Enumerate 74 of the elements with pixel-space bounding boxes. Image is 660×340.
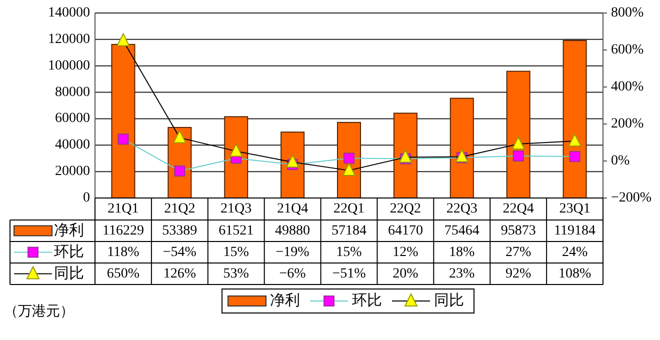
data-label: 18% bbox=[449, 244, 476, 260]
data-label: 108% bbox=[558, 266, 592, 282]
data-label: 53% bbox=[223, 266, 250, 282]
point bbox=[286, 154, 300, 168]
data-label: 116229 bbox=[102, 223, 144, 238]
x-tick-label: 21Q1 bbox=[108, 202, 139, 216]
bar bbox=[450, 98, 474, 198]
point bbox=[455, 149, 468, 162]
y-tick-label: 40000 bbox=[55, 138, 90, 153]
data-label: 27% bbox=[505, 244, 532, 260]
data-label: 64170 bbox=[388, 223, 423, 238]
x-tick-label: 21Q2 bbox=[164, 202, 196, 216]
data-label: 95873 bbox=[500, 223, 536, 238]
data-label: 24% bbox=[562, 244, 588, 260]
y2-tick-label: 600% bbox=[611, 42, 644, 58]
legend-label: 净利 bbox=[54, 222, 84, 239]
data-label: 126% bbox=[163, 266, 196, 282]
x-tick-label: 22Q1 bbox=[333, 202, 365, 216]
y-tick-label: 80000 bbox=[55, 84, 90, 100]
x-tick-label: 21Q4 bbox=[276, 202, 308, 216]
y2-tick-label: −200% bbox=[611, 190, 652, 206]
data-label: 92% bbox=[505, 266, 532, 282]
data-label: 15% bbox=[223, 244, 250, 260]
text: （万港元） bbox=[4, 304, 74, 320]
y2-tick-label: 800% bbox=[611, 6, 644, 20]
bar bbox=[111, 44, 136, 198]
point bbox=[512, 136, 525, 150]
data-label: 12% bbox=[392, 244, 419, 260]
y2-tick-label: 400% bbox=[611, 80, 644, 94]
y-tick-label: 140000 bbox=[48, 6, 90, 20]
data-label: 53389 bbox=[162, 223, 198, 238]
data-label: 118% bbox=[107, 244, 140, 260]
data-label: 20% bbox=[392, 266, 419, 282]
legend: 净利 环比 同比 bbox=[222, 288, 474, 314]
data-label: −6% bbox=[279, 266, 306, 282]
y-tick-label: 20000 bbox=[55, 164, 90, 180]
point bbox=[569, 151, 580, 162]
data-label: 75464 bbox=[444, 223, 480, 238]
x-tick-label: 22Q3 bbox=[446, 202, 478, 216]
y-tick-label: 120000 bbox=[48, 32, 90, 47]
bar bbox=[393, 112, 418, 198]
y2-tick-label: 0% bbox=[611, 154, 630, 168]
point bbox=[344, 152, 354, 164]
data-label: 49880 bbox=[275, 223, 310, 238]
point bbox=[118, 134, 129, 145]
data-label: 23% bbox=[449, 266, 476, 282]
x-tick-label: 23Q1 bbox=[559, 202, 590, 216]
data-label: 61521 bbox=[218, 223, 254, 238]
point bbox=[230, 144, 243, 157]
data-label: 650% bbox=[106, 266, 140, 282]
data-label: −54% bbox=[162, 244, 197, 260]
point bbox=[342, 162, 356, 176]
point bbox=[568, 134, 582, 147]
y2-tick-label: 200% bbox=[611, 116, 644, 132]
point bbox=[512, 150, 524, 162]
legend-label: 环比 bbox=[54, 243, 84, 260]
x-tick-label: 22Q2 bbox=[390, 202, 422, 216]
point bbox=[173, 130, 186, 144]
y-tick-label: 60000 bbox=[55, 111, 90, 126]
data-label: −51% bbox=[332, 266, 366, 282]
data-label: 57184 bbox=[332, 223, 366, 238]
point bbox=[174, 165, 186, 176]
data-label: 15% bbox=[336, 244, 362, 260]
legend-label: 同比 bbox=[54, 264, 84, 282]
x-tick-label: 22Q4 bbox=[502, 202, 534, 216]
x-tick-label: 21Q3 bbox=[220, 202, 252, 216]
bar bbox=[562, 40, 587, 198]
point bbox=[398, 150, 412, 163]
data-label: −19% bbox=[276, 244, 310, 260]
y-tick-label: 0 bbox=[83, 190, 90, 206]
y-tick-label: 100000 bbox=[48, 58, 90, 74]
bar bbox=[506, 70, 530, 198]
data-label: 119184 bbox=[554, 223, 596, 238]
point bbox=[116, 33, 130, 46]
